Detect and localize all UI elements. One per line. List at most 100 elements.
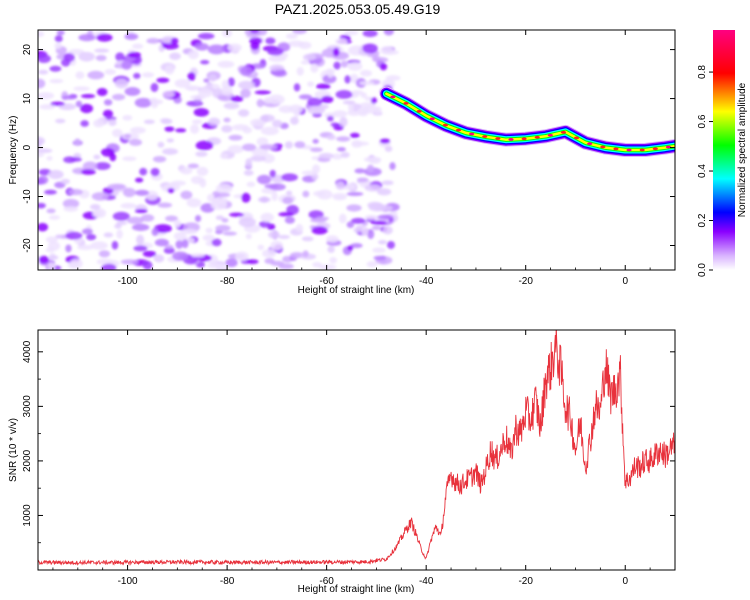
noise-blob	[371, 225, 382, 231]
ridge-peak	[455, 128, 462, 132]
noise-blob	[301, 236, 314, 242]
noise-blob	[349, 132, 360, 139]
noise-blob	[284, 216, 295, 224]
noise-blob	[103, 99, 113, 106]
noise-blob	[294, 141, 306, 149]
noise-blob	[262, 153, 275, 164]
noise-blob	[55, 234, 62, 239]
ridge-peak	[613, 147, 619, 151]
colorbar-ticks: 0.0 0.2 0.4 0.6 0.8	[697, 65, 713, 277]
noise-blob	[270, 240, 284, 251]
noise-blob	[107, 183, 126, 190]
noise-blob	[361, 226, 369, 237]
noise-blob	[87, 70, 105, 80]
noise-blob	[98, 250, 111, 258]
noise-blob	[256, 174, 272, 185]
noise-blob	[257, 244, 265, 251]
ridge-peak	[600, 145, 606, 149]
noise-blob	[298, 41, 312, 50]
noise-blob	[260, 126, 279, 136]
noise-blob	[348, 102, 355, 113]
colorbar-tick-label: 0.0	[697, 263, 708, 277]
noise-blob	[215, 215, 224, 221]
noise-blob	[293, 83, 301, 92]
noise-blob	[354, 168, 366, 174]
noise-blob	[45, 236, 58, 243]
noise-blob	[278, 105, 294, 114]
noise-blob	[96, 258, 114, 265]
noise-blob	[350, 243, 363, 249]
colorbar-tick-label: 0.2	[697, 213, 708, 227]
noise-blob	[257, 196, 271, 203]
ridge-peak	[665, 145, 672, 149]
noise-blob	[157, 141, 165, 148]
noise-blob	[175, 240, 183, 249]
noise-blob	[96, 33, 113, 42]
noise-blob	[172, 251, 189, 261]
snr-plot-area	[38, 330, 675, 570]
noise-blob	[180, 228, 198, 235]
noise-blob	[104, 68, 117, 75]
noise-blob	[360, 69, 373, 77]
noise-blob	[228, 134, 243, 141]
noise-blob	[385, 75, 401, 81]
noise-blob	[380, 46, 394, 55]
noise-blob	[194, 214, 202, 222]
noise-blob	[333, 61, 341, 70]
noise-blob	[62, 198, 80, 209]
noise-blob	[383, 30, 394, 36]
spectrogram-x-tick-label: -40	[419, 276, 434, 287]
noise-blob	[302, 53, 317, 61]
noise-blob	[359, 81, 375, 86]
noise-blob	[310, 63, 319, 73]
noise-blob	[326, 235, 339, 243]
noise-blob	[202, 234, 215, 241]
noise-blob	[265, 37, 276, 45]
ridge-peak	[442, 123, 448, 127]
noise-blob	[38, 148, 53, 153]
noise-blob	[335, 38, 348, 45]
noise-blob	[245, 158, 253, 168]
noise-blob	[164, 64, 175, 75]
noise-blob	[326, 115, 334, 122]
noise-blob	[258, 221, 271, 228]
noise-blob	[80, 120, 89, 127]
noise-blob	[173, 219, 182, 228]
noise-blob	[368, 157, 381, 164]
ridge-peak	[495, 137, 501, 140]
noise-blob	[205, 227, 213, 234]
noise-blob-group	[38, 30, 401, 270]
spectrogram-frame	[37, 29, 676, 271]
noise-blob	[187, 72, 196, 81]
noise-blob	[366, 164, 375, 173]
ridge-peak	[521, 137, 527, 141]
noise-blob	[339, 116, 348, 127]
noise-blob	[366, 261, 378, 268]
noise-blob	[210, 200, 228, 210]
noise-blob	[154, 224, 172, 233]
noise-blob	[162, 42, 179, 50]
noise-blob	[39, 104, 56, 110]
noise-blob	[114, 78, 129, 89]
noise-blob	[46, 208, 56, 214]
snr-x-label: Height of straight line (km)	[298, 584, 415, 595]
ridge-peak	[587, 142, 593, 146]
noise-blob	[256, 99, 264, 108]
noise-blob	[379, 63, 388, 71]
noise-blob	[264, 184, 279, 189]
noise-blob	[272, 69, 288, 77]
noise-blob	[94, 162, 111, 170]
noise-blob	[69, 258, 83, 269]
page-title: PAZ1.2025.053.05.49.G19	[274, 1, 441, 17]
noise-blob	[386, 240, 395, 249]
noise-blob	[227, 144, 244, 154]
spectrogram-y-tick-label: 10	[22, 93, 33, 105]
noise-blob	[180, 167, 193, 175]
noise-blob	[96, 87, 108, 97]
snr-panel: -100 -80 -60 -40 -20 0 1000 2000 3000 4000 Heigh…	[8, 329, 676, 595]
noise-blob	[300, 60, 310, 65]
noise-blob	[336, 136, 351, 142]
noise-blob	[307, 97, 323, 107]
noise-blob	[65, 244, 72, 253]
snr-y-tick-label: 3000	[22, 395, 33, 418]
